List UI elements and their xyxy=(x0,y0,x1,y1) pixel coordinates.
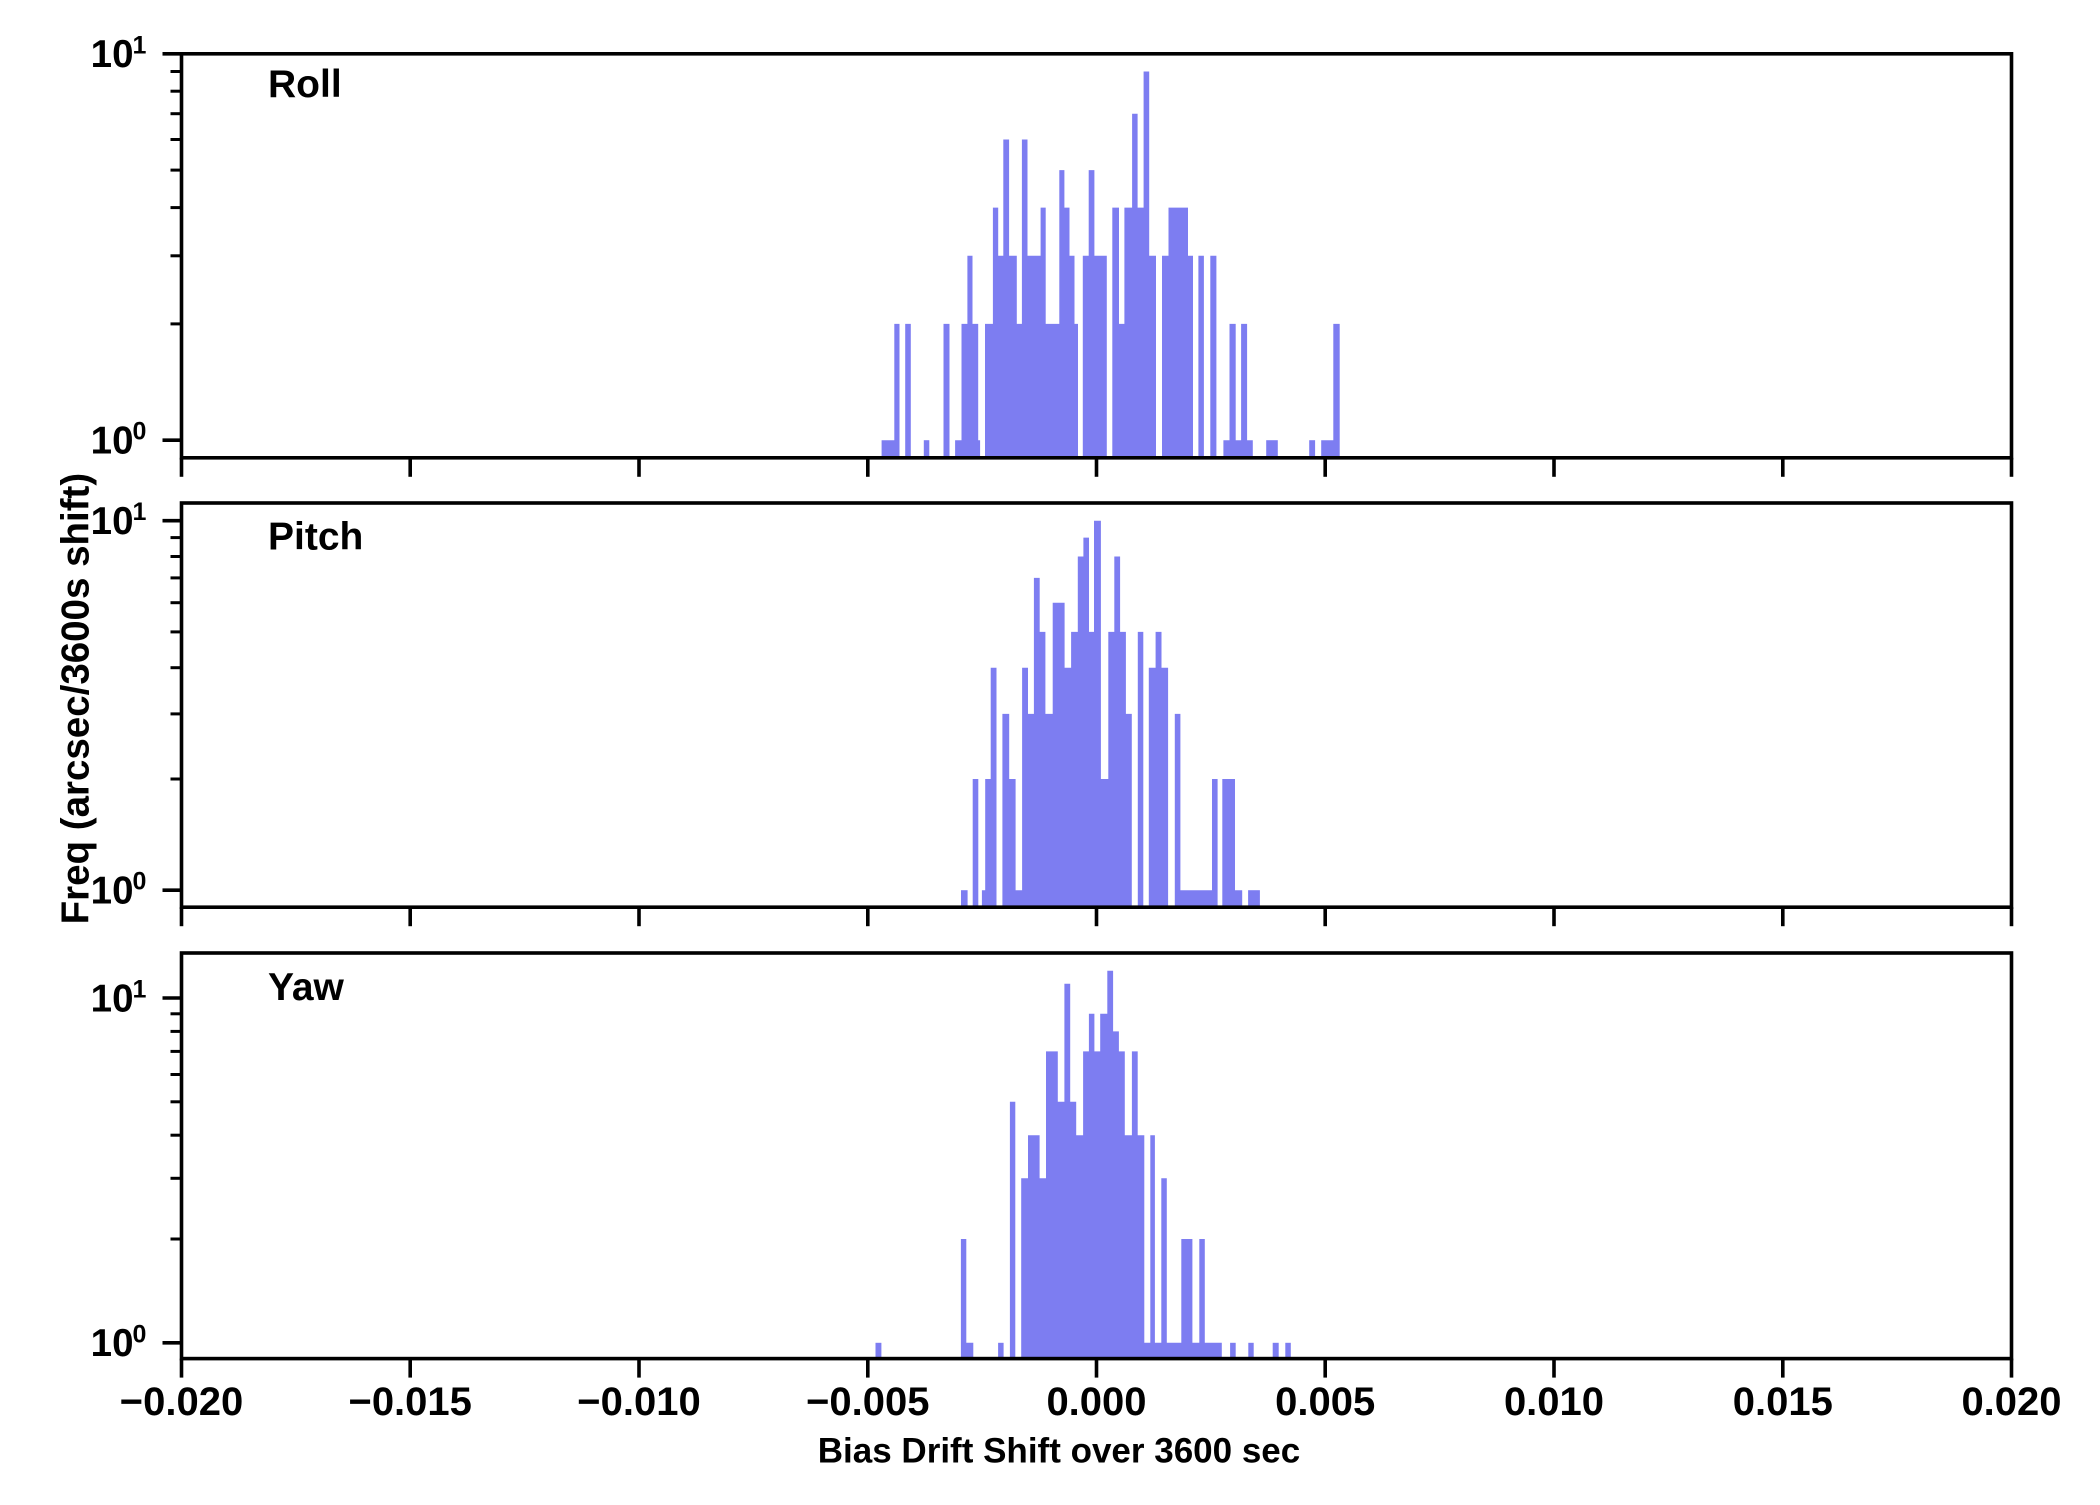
svg-text:Yaw: Yaw xyxy=(268,966,345,1009)
svg-text:0: 0 xyxy=(133,418,147,446)
svg-text:−0.010: −0.010 xyxy=(577,1380,700,1424)
svg-text:0.000: 0.000 xyxy=(1046,1380,1146,1424)
svg-text:−0.005: −0.005 xyxy=(806,1380,929,1424)
svg-text:0.010: 0.010 xyxy=(1504,1380,1604,1424)
svg-text:−0.020: −0.020 xyxy=(120,1380,243,1424)
svg-text:0.015: 0.015 xyxy=(1733,1380,1833,1424)
svg-text:10: 10 xyxy=(91,1322,134,1365)
svg-text:10: 10 xyxy=(91,977,134,1020)
svg-text:10: 10 xyxy=(91,500,134,543)
svg-text:0: 0 xyxy=(133,1320,147,1348)
svg-text:Freq (arcsec/3600s shift): Freq (arcsec/3600s shift) xyxy=(55,473,98,925)
svg-text:1: 1 xyxy=(133,976,147,1004)
svg-text:1: 1 xyxy=(133,498,147,526)
svg-text:−0.015: −0.015 xyxy=(348,1380,471,1424)
svg-text:10: 10 xyxy=(91,870,134,913)
svg-text:Bias Drift Shift over 3600 sec: Bias Drift Shift over 3600 sec xyxy=(818,1432,1300,1471)
svg-text:1: 1 xyxy=(133,31,147,59)
svg-text:10: 10 xyxy=(91,33,134,76)
svg-text:Pitch: Pitch xyxy=(268,516,363,559)
svg-text:10: 10 xyxy=(91,420,134,463)
svg-text:0.005: 0.005 xyxy=(1275,1380,1375,1424)
svg-text:Roll: Roll xyxy=(268,63,342,106)
svg-text:0.020: 0.020 xyxy=(1961,1380,2061,1424)
svg-text:0: 0 xyxy=(133,868,147,896)
